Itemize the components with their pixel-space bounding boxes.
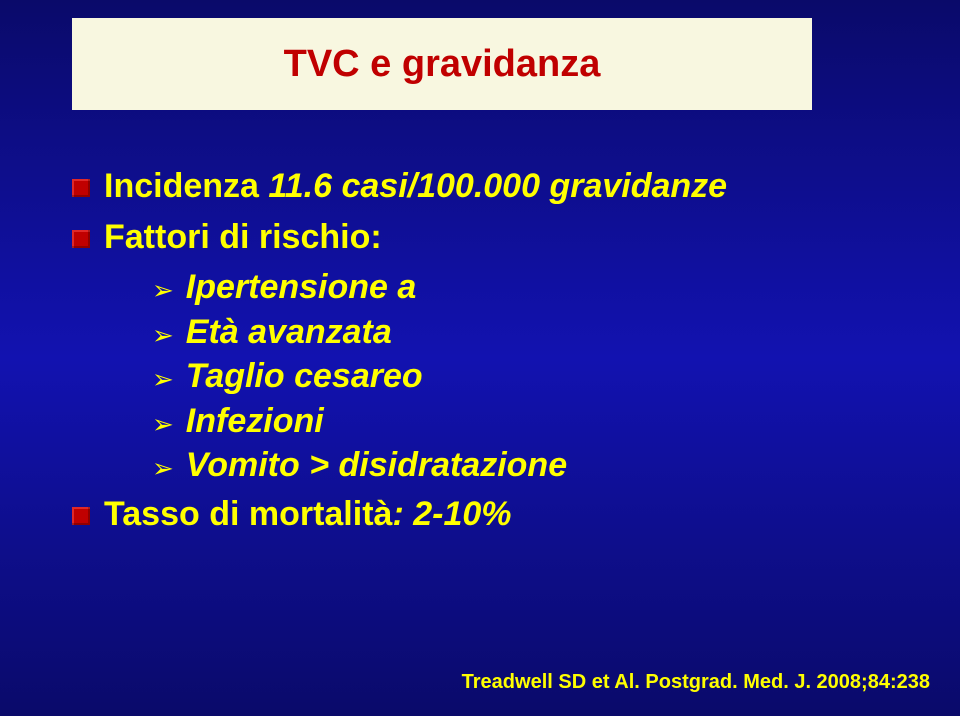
fattori-sublist: ➢ Ipertensione a ➢ Età avanzata ➢ Taglio… xyxy=(152,266,892,487)
bullet-icon xyxy=(72,230,90,248)
fattori-label: Fattori di rischio: xyxy=(104,218,382,256)
content-area: Incidenza 11.6 casi/100.000 gravidanze F… xyxy=(72,165,892,543)
arrow-icon: ➢ xyxy=(152,320,174,351)
slide-title: TVC e gravidanza xyxy=(284,43,601,86)
bullet-mortalita: Tasso di mortalità: 2-10% xyxy=(72,493,892,536)
arrow-icon: ➢ xyxy=(152,409,174,440)
arrow-icon: ➢ xyxy=(152,453,174,484)
fattori-label-row: Fattori di rischio: xyxy=(104,216,382,259)
incidenza-label: Incidenza xyxy=(104,167,259,205)
sub-item-text: Età avanzata xyxy=(186,311,392,354)
arrow-icon: ➢ xyxy=(152,275,174,306)
bullet-fattori: Fattori di rischio: xyxy=(72,216,892,259)
incidenza-value: 11.6 casi/100.000 gravidanze xyxy=(259,167,727,205)
list-item: ➢ Età avanzata xyxy=(152,311,892,354)
arrow-icon: ➢ xyxy=(152,364,174,395)
bullet-icon xyxy=(72,179,90,197)
bullet-incidenza: Incidenza 11.6 casi/100.000 gravidanze xyxy=(72,165,892,208)
sub-item-text: Ipertensione a xyxy=(186,266,417,309)
list-item: ➢ Taglio cesareo xyxy=(152,355,892,398)
sub-item-text: Infezioni xyxy=(186,400,324,443)
mortalita-value: : 2-10% xyxy=(392,495,511,533)
mortalita-row: Tasso di mortalità: 2-10% xyxy=(104,493,512,536)
sub-item-text: Taglio cesareo xyxy=(186,355,423,398)
sub-item-text: Vomito > disidratazione xyxy=(186,444,567,487)
mortalita-label: Tasso di mortalità xyxy=(104,495,392,533)
bullet-icon xyxy=(72,507,90,525)
incidenza-text: Incidenza 11.6 casi/100.000 gravidanze xyxy=(104,165,727,208)
title-box: TVC e gravidanza xyxy=(72,18,812,110)
list-item: ➢ Ipertensione a xyxy=(152,266,892,309)
list-item: ➢ Infezioni xyxy=(152,400,892,443)
citation: Treadwell SD et Al. Postgrad. Med. J. 20… xyxy=(462,671,930,694)
list-item: ➢ Vomito > disidratazione xyxy=(152,444,892,487)
